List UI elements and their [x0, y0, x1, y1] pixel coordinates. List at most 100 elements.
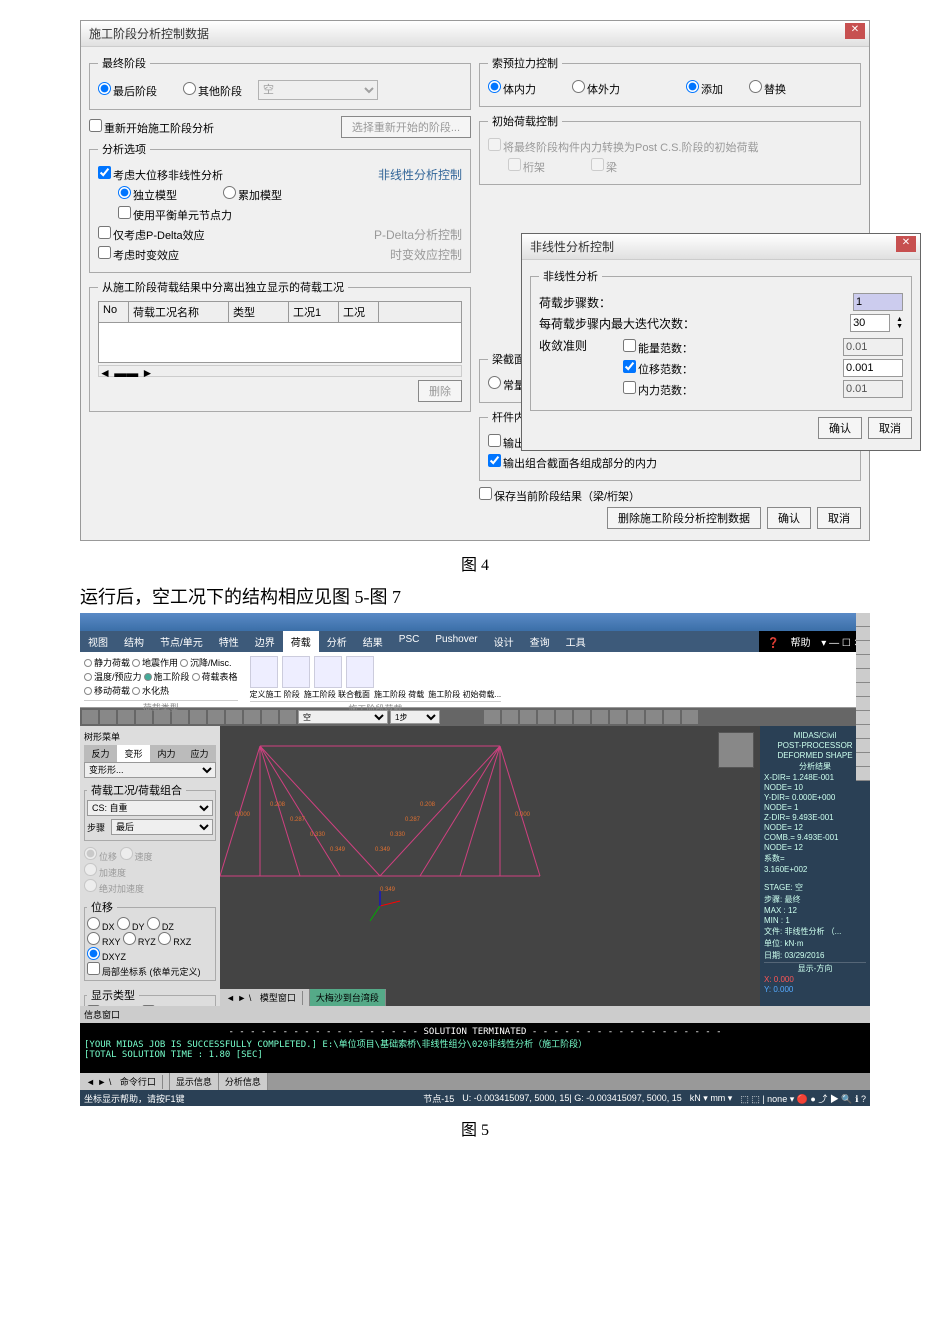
- chk-truss[interactable]: 桁架: [508, 158, 545, 175]
- chk-pdelta[interactable]: 仅考虑P-Delta效应: [98, 226, 205, 243]
- vtool-icon[interactable]: [856, 697, 870, 711]
- opt-last-stage[interactable]: 最后阶段: [98, 82, 157, 99]
- combo-step[interactable]: 最后: [111, 819, 213, 835]
- chk-output-composite[interactable]: 输出组合截面各组成部分的内力: [488, 454, 657, 471]
- spinner-icon[interactable]: ▲▼: [896, 316, 903, 330]
- tool-icon[interactable]: [538, 710, 554, 724]
- vtool-icon[interactable]: [856, 627, 870, 641]
- tab-psc[interactable]: PSC: [391, 631, 428, 652]
- btn-select-restart[interactable]: 选择重新开始的阶段...: [341, 116, 471, 138]
- tool-icon[interactable]: [682, 710, 698, 724]
- sub-btn-ok[interactable]: 确认: [818, 417, 862, 439]
- chk-energy[interactable]: 能量范数：: [623, 339, 693, 356]
- tool-icon[interactable]: [664, 710, 680, 724]
- opt-const[interactable]: 常量: [488, 376, 525, 393]
- msg-tab-analysis[interactable]: 分析信息: [219, 1073, 268, 1090]
- vtool-icon[interactable]: [856, 753, 870, 767]
- input-maxiter[interactable]: [850, 314, 890, 332]
- tool-icon[interactable]: [280, 710, 296, 724]
- status-icons[interactable]: ⬚ ⬚ | none ▾ 🔴 ● ⤴ ▶ 🔍 ℹ ?: [740, 1092, 866, 1105]
- tab-stress[interactable]: 应力: [183, 745, 216, 762]
- tool-icon[interactable]: [592, 710, 608, 724]
- tool-icon[interactable]: [484, 710, 500, 724]
- stage-combo[interactable]: 空: [258, 80, 378, 100]
- opt-ext-force[interactable]: 体外力: [572, 80, 620, 97]
- status-units[interactable]: kN ▾ mm ▾: [690, 1093, 733, 1104]
- opt-body-force[interactable]: 体内力: [488, 80, 536, 97]
- tool-icon[interactable]: [100, 710, 116, 724]
- tool-icon[interactable]: [574, 710, 590, 724]
- chk-time[interactable]: 考虑时变效应: [98, 246, 179, 263]
- model-viewport[interactable]: 0.2080.2870.3300.349 0.2080.2870.3300.34…: [220, 726, 760, 1006]
- tab-result[interactable]: 结果: [355, 631, 391, 652]
- btn-ok[interactable]: 确认: [767, 507, 811, 529]
- chk-disp[interactable]: 位移范数：: [623, 360, 693, 377]
- combo-step-toolbar[interactable]: 1步: [390, 710, 440, 724]
- vtool-icon[interactable]: [856, 683, 870, 697]
- tool-icon[interactable]: [262, 710, 278, 724]
- tab-load[interactable]: 荷载: [283, 631, 319, 652]
- msg-tab-cmd[interactable]: ◄ ► \ 命令行口: [80, 1073, 170, 1090]
- opt-add[interactable]: 添加: [686, 80, 723, 97]
- tab-force[interactable]: 内力: [150, 745, 183, 762]
- tool-icon[interactable]: [610, 710, 626, 724]
- vtool-icon[interactable]: [856, 641, 870, 655]
- vtool-icon[interactable]: [856, 711, 870, 725]
- tool-icon[interactable]: [82, 710, 98, 724]
- lc-table-body[interactable]: [98, 323, 462, 363]
- combo-deform[interactable]: 变形形...: [84, 762, 216, 778]
- ico-define-cs[interactable]: [250, 656, 278, 688]
- sub-btn-cancel[interactable]: 取消: [868, 417, 912, 439]
- vtool-icon[interactable]: [856, 613, 870, 627]
- ico-initial[interactable]: [346, 656, 374, 688]
- vtool-icon[interactable]: [856, 669, 870, 683]
- tab-analysis[interactable]: 分析: [319, 631, 355, 652]
- opt-dx[interactable]: [87, 917, 100, 930]
- tab-node[interactable]: 节点/单元: [152, 631, 211, 652]
- tool-icon[interactable]: [502, 710, 518, 724]
- tab-structure[interactable]: 结构: [116, 631, 152, 652]
- tab-boundary[interactable]: 边界: [247, 631, 283, 652]
- vtool-icon[interactable]: [856, 767, 870, 781]
- chk-convert-initial[interactable]: 将最终阶段构件内力转换为Post C.S.阶段的初始荷载: [488, 138, 758, 155]
- table-scrollbar[interactable]: ◄ ▬▬ ►: [98, 365, 462, 377]
- chk-force[interactable]: 内力范数：: [623, 381, 693, 398]
- combo-stage-toolbar[interactable]: 空: [298, 710, 388, 724]
- tab-deform[interactable]: 变形: [117, 745, 150, 762]
- tab-property[interactable]: 特性: [211, 631, 247, 652]
- tab-view[interactable]: 视图: [80, 631, 116, 652]
- combo-lc[interactable]: CS: 自重: [87, 800, 213, 816]
- chk-balance[interactable]: 使用平衡单元节点力: [118, 206, 232, 223]
- tool-icon[interactable]: [136, 710, 152, 724]
- vtool-icon[interactable]: [856, 739, 870, 753]
- help-icon[interactable]: ❓ 帮助 ▾ — ☐ ✕: [759, 631, 870, 652]
- opt-other-stage[interactable]: 其他阶段: [183, 82, 242, 99]
- vtool-icon[interactable]: [856, 655, 870, 669]
- chk-restart[interactable]: 重新开始施工阶段分析: [89, 119, 214, 136]
- tool-icon[interactable]: [628, 710, 644, 724]
- ico-composite[interactable]: [282, 656, 310, 688]
- tool-icon[interactable]: [556, 710, 572, 724]
- view-tab-model[interactable]: ◄ ► \ 模型窗口: [220, 989, 310, 1006]
- tab-tools[interactable]: 工具: [558, 631, 594, 652]
- tool-icon[interactable]: [226, 710, 242, 724]
- tab-design[interactable]: 设计: [486, 631, 522, 652]
- tool-icon[interactable]: [190, 710, 206, 724]
- ico-cs-load[interactable]: [314, 656, 342, 688]
- input-disp[interactable]: [843, 359, 903, 377]
- btn-cancel[interactable]: 取消: [817, 507, 861, 529]
- link-nonlin-ctrl[interactable]: 非线性分析控制: [378, 166, 462, 183]
- close-icon[interactable]: ✕: [896, 236, 916, 252]
- chk-nonlinear[interactable]: 考虑大位移非线性分析: [98, 166, 223, 183]
- view-tab-custom[interactable]: 大梅沙到台湾段: [310, 989, 386, 1006]
- tab-pushover[interactable]: Pushover: [427, 631, 485, 652]
- tool-icon[interactable]: [646, 710, 662, 724]
- tool-icon[interactable]: [244, 710, 260, 724]
- viewcube-icon[interactable]: [718, 732, 754, 768]
- tool-icon[interactable]: [154, 710, 170, 724]
- input-steps[interactable]: [853, 293, 903, 311]
- tool-icon[interactable]: [172, 710, 188, 724]
- btn-delete-lc[interactable]: 删除: [418, 380, 462, 402]
- close-icon[interactable]: ✕: [845, 23, 865, 39]
- chk-beam[interactable]: 梁: [591, 158, 617, 175]
